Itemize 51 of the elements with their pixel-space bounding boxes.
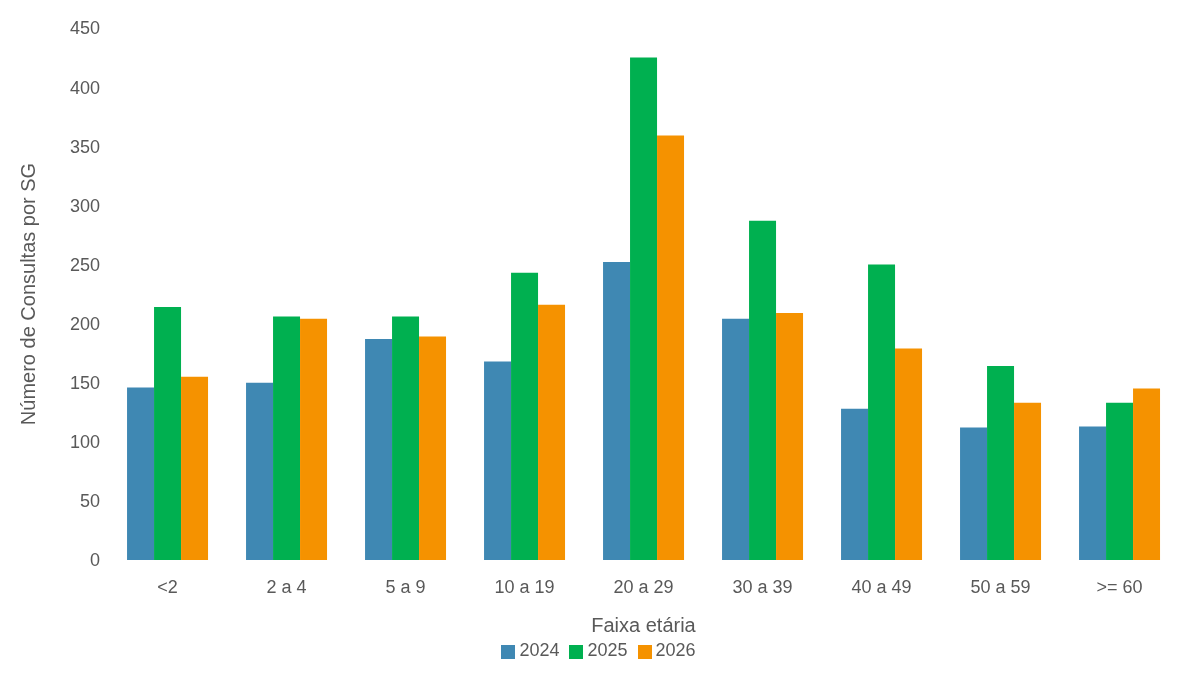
y-tick-label: 250 <box>69 254 100 275</box>
x-tick-label: >= 60 <box>1096 576 1143 597</box>
y-tick-label: 100 <box>69 432 100 453</box>
bar <box>868 264 896 560</box>
y-tick-label: 350 <box>69 136 100 157</box>
x-tick-label: 50 a 59 <box>970 576 1031 597</box>
bar <box>154 307 182 560</box>
bar <box>657 135 685 560</box>
bar <box>895 348 923 560</box>
x-tick-label: 10 a 19 <box>494 576 555 597</box>
y-tick-label: 200 <box>69 313 100 334</box>
bar <box>1133 388 1161 560</box>
legend-label: 2025 <box>587 640 628 660</box>
bar <box>749 220 777 560</box>
bar <box>1014 402 1042 560</box>
y-tick-label: 50 <box>79 491 100 512</box>
x-tick-label: 2 a 4 <box>266 576 307 597</box>
legend-label: 2026 <box>655 640 696 660</box>
x-tick-label: 20 a 29 <box>613 576 674 597</box>
x-axis-title: Faixa etária <box>591 614 697 636</box>
bar <box>127 387 155 560</box>
bar <box>511 272 539 560</box>
bar <box>273 316 301 560</box>
bar <box>841 408 869 560</box>
y-tick-label: 300 <box>69 195 100 216</box>
x-tick-label: 40 a 49 <box>851 576 912 597</box>
bar <box>300 318 328 560</box>
bar <box>538 304 566 560</box>
bar <box>776 312 804 560</box>
x-tick-label: <2 <box>157 576 178 597</box>
bar <box>960 427 988 560</box>
bar <box>722 318 750 560</box>
bar <box>392 316 420 560</box>
y-tick-label: 450 <box>69 18 100 39</box>
y-axis-title: Número de Consultas por SG <box>17 162 40 426</box>
bar <box>1106 402 1134 560</box>
bar <box>484 361 512 560</box>
bar <box>1079 426 1107 560</box>
x-tick-label: 5 a 9 <box>385 576 426 597</box>
y-tick-label: 150 <box>69 373 100 394</box>
legend-label: 2024 <box>519 640 560 660</box>
bar <box>987 366 1015 560</box>
bar <box>181 376 209 560</box>
bar <box>246 382 274 560</box>
bar <box>365 338 393 560</box>
x-tick-label: 30 a 39 <box>732 576 793 597</box>
bar <box>419 336 447 560</box>
bar <box>603 262 631 560</box>
y-tick-label: 400 <box>69 77 100 98</box>
y-tick-label: 0 <box>89 550 100 571</box>
bar <box>630 57 658 560</box>
